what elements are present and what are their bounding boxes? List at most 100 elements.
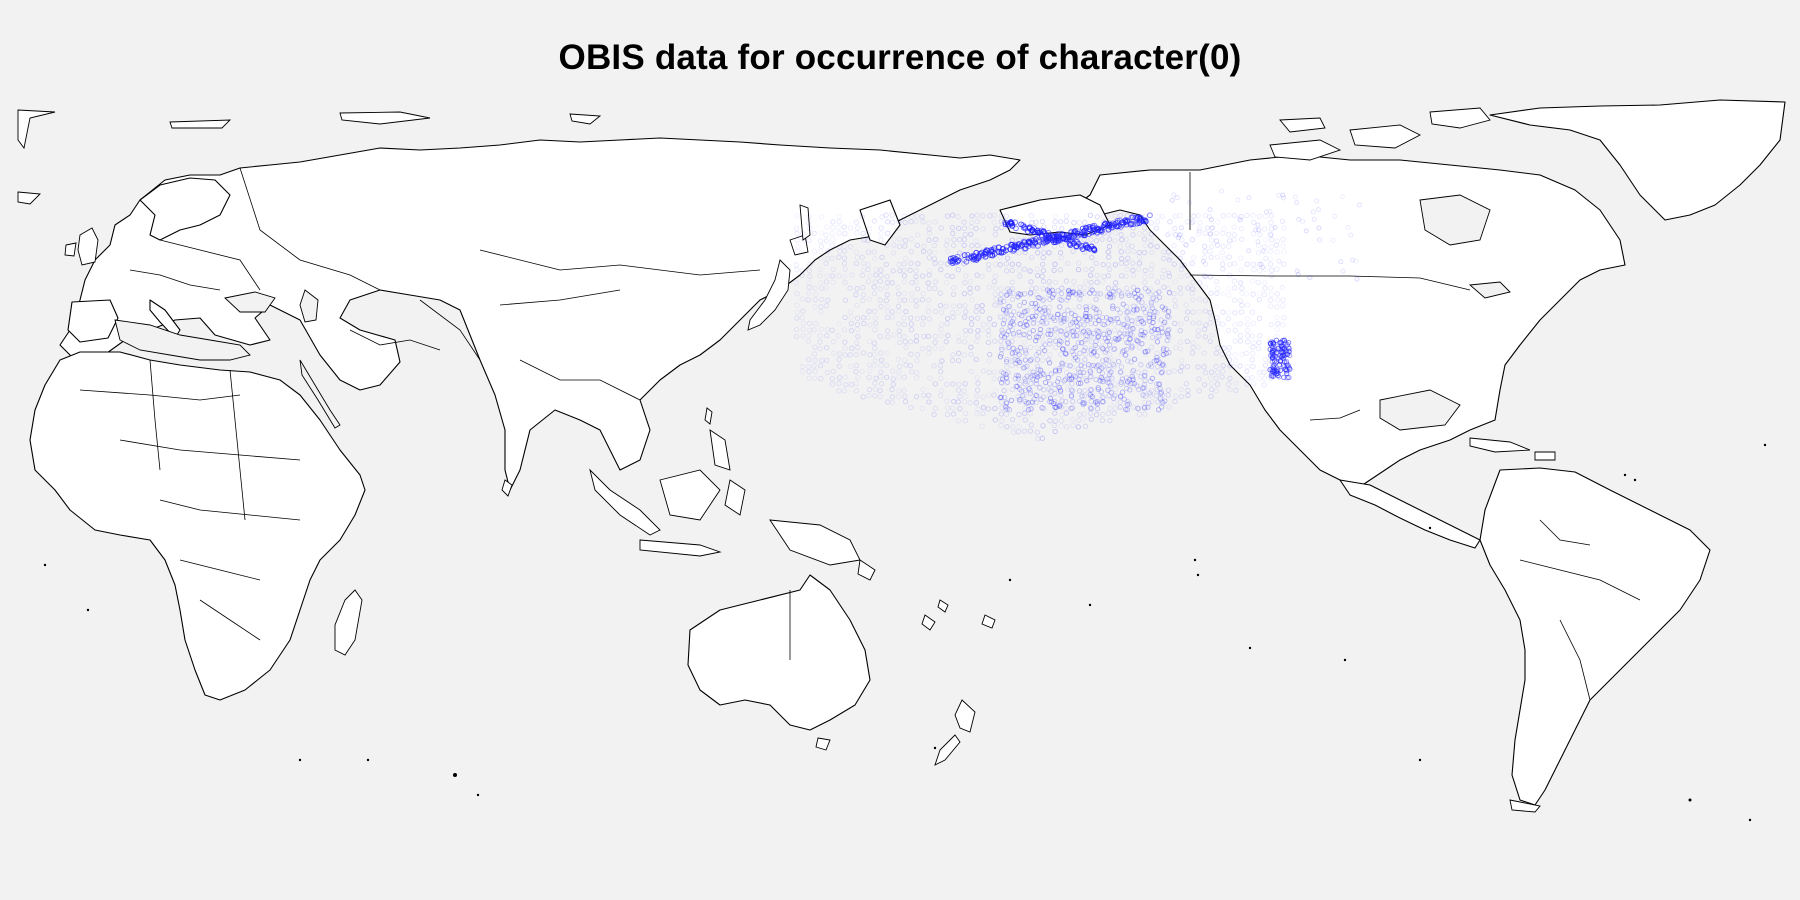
occurrence-point (1131, 356, 1138, 362)
occurrence-point (926, 255, 933, 261)
occurrence-point (1303, 228, 1309, 234)
occurrence-point (1118, 364, 1125, 370)
occurrence-point (1069, 348, 1075, 355)
occurrence-point (1149, 249, 1155, 256)
occurrence-point (1081, 284, 1088, 291)
occurrence-point (1033, 377, 1040, 383)
occurrence-point (1057, 332, 1064, 338)
occurrence-point (1178, 386, 1184, 393)
occurrence-point (955, 418, 962, 424)
occurrence-point (1231, 212, 1238, 219)
occurrence-point (847, 285, 853, 291)
occurrence-point (1135, 316, 1141, 322)
occurrence-point (1105, 410, 1112, 416)
occurrence-point (1058, 339, 1064, 345)
occurrence-point (896, 262, 902, 268)
occurrence-point (1062, 350, 1068, 357)
occurrence-point (1209, 332, 1215, 338)
occurrence-point (1027, 406, 1034, 412)
occurrence-point (854, 315, 861, 321)
occurrence-point (865, 238, 871, 244)
occurrence-point (793, 280, 799, 286)
occurrence-point (1033, 352, 1040, 358)
occurrence-point (998, 248, 1005, 255)
occurrence-point (823, 279, 830, 285)
occurrence-point (817, 333, 823, 339)
occurrence-point (1027, 320, 1033, 327)
occurrence-point (1185, 309, 1191, 315)
occurrence-point (1123, 406, 1129, 413)
occurrence-point (1126, 336, 1133, 343)
occurrence-point (1280, 261, 1287, 267)
occurrence-point (872, 380, 878, 386)
occurrence-point (847, 225, 854, 231)
occurrence-point (1003, 213, 1010, 219)
occurrence-point (1119, 376, 1126, 382)
occurrence-point (1182, 262, 1187, 268)
occurrence-point (1034, 266, 1040, 272)
occurrence-point (1012, 375, 1018, 382)
occurrence-point (1104, 376, 1110, 382)
occurrence-point (1016, 352, 1022, 358)
occurrence-point (1261, 226, 1268, 232)
occurrence-point (896, 243, 903, 250)
occurrence-point (1094, 291, 1101, 297)
occurrence-point (1151, 313, 1157, 320)
occurrence-point (1039, 405, 1045, 411)
occurrence-point (1088, 387, 1094, 393)
occurrence-point (1081, 416, 1087, 422)
occurrence-point (812, 285, 818, 291)
occurrence-point (1162, 398, 1168, 404)
occurrence-point (1112, 285, 1118, 291)
occurrence-point (1061, 312, 1068, 318)
occurrence-point (1207, 214, 1212, 220)
occurrence-point (855, 225, 861, 231)
occurrence-point (807, 327, 813, 333)
occurrence-point (1134, 383, 1140, 389)
occurrence-point (1110, 294, 1116, 300)
occurrence-point (877, 333, 883, 340)
occurrence-point (961, 352, 967, 358)
occurrence-point (854, 254, 861, 261)
occurrence-point (1196, 228, 1202, 234)
occurrence-point (861, 260, 867, 266)
occurrence-point (1136, 303, 1142, 309)
occurrence-point (1066, 287, 1072, 294)
occurrence-point (1068, 376, 1074, 382)
occurrence-point (986, 392, 992, 398)
occurrence-point (1094, 406, 1101, 412)
occurrence-point (1107, 405, 1113, 412)
occurrence-point (939, 345, 945, 352)
occurrence-point (926, 230, 933, 236)
occurrence-point (1010, 290, 1016, 296)
occurrence-point (1101, 322, 1107, 328)
occurrence-point (800, 249, 806, 255)
occurrence-point (1261, 369, 1267, 375)
occurrence-point (842, 279, 848, 286)
occurrence-point (1036, 237, 1042, 244)
occurrence-point (992, 302, 998, 308)
occurrence-point (1073, 355, 1079, 361)
occurrence-point (1072, 312, 1078, 319)
occurrence-point (866, 225, 873, 232)
occurrence-point (1111, 363, 1117, 369)
occurrence-point (1208, 369, 1215, 375)
occurrence-point (1080, 369, 1087, 376)
occurrence-point (811, 327, 817, 333)
occurrence-point (1231, 236, 1237, 243)
occurrence-point (961, 219, 967, 225)
occurrence-point (973, 356, 979, 363)
occurrence-point (1255, 242, 1262, 249)
occurrence-point (836, 380, 842, 386)
occurrence-point (914, 213, 920, 219)
occurrence-point (1220, 290, 1227, 297)
occurrence-point (1166, 404, 1172, 410)
occurrence-point (842, 297, 849, 303)
occurrence-point (1286, 348, 1292, 354)
occurrence-point (1172, 232, 1179, 238)
occurrence-point (908, 404, 914, 411)
occurrence-point (1138, 332, 1144, 338)
occurrence-point (1004, 268, 1010, 274)
occurrence-point (854, 230, 860, 236)
occurrence-point (1125, 309, 1131, 315)
